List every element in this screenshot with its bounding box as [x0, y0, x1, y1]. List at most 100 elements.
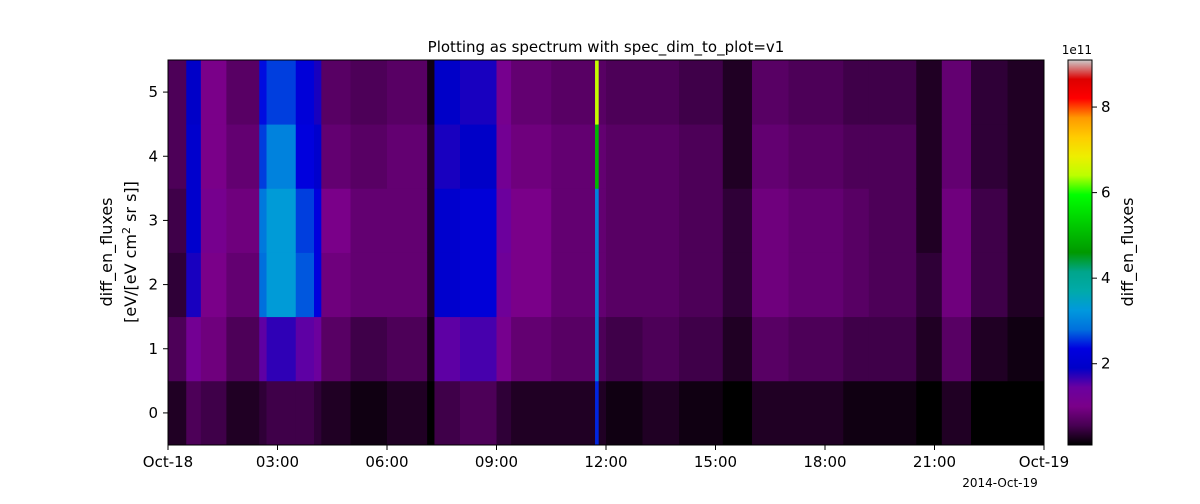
heatmap-cell [186, 60, 202, 125]
heatmap-cell [1007, 60, 1045, 125]
heatmap-cell [266, 316, 297, 382]
heatmap-cell [752, 124, 789, 189]
colorbar-multiplier: 1e11 [1062, 43, 1092, 57]
heatmap-cell [226, 252, 260, 318]
heatmap-cell [941, 316, 972, 382]
heatmap-cell [427, 380, 435, 446]
heatmap-cell [606, 188, 643, 253]
heatmap-cell [350, 60, 388, 125]
heatmap-cell [496, 124, 512, 189]
y-tick-label: 0 [148, 404, 158, 422]
heatmap-cell [168, 316, 187, 382]
heatmap-cell [387, 124, 428, 189]
heatmap-cell [259, 60, 267, 125]
heatmap-cell [941, 188, 972, 253]
y-tick-label: 2 [148, 276, 158, 294]
heatmap-cell [511, 60, 552, 125]
heatmap-cell [321, 316, 351, 382]
y-axis-label-prefix: [eV/[eV cm [121, 234, 140, 323]
heatmap-cell [511, 380, 552, 446]
chart-title: Plotting as spectrum with spec_dim_to_pl… [428, 38, 785, 57]
heatmap-cell [843, 316, 870, 382]
heatmap-cell [752, 60, 789, 125]
heatmap-cell [434, 316, 461, 382]
heatmap-cell [971, 60, 1008, 125]
heatmap-cell [843, 124, 870, 189]
heatmap-cell [1007, 316, 1045, 382]
heatmap-cell [226, 316, 260, 382]
heatmap-cell [595, 316, 600, 382]
heatmap-cell [916, 188, 943, 253]
y-axis: 0 1 2 3 4 5 [148, 83, 168, 422]
heatmap-cell [427, 60, 435, 125]
heatmap-cell [788, 124, 844, 189]
x-tick-label: 18:00 [803, 453, 846, 471]
heatmap-cell [598, 316, 607, 382]
heatmap-cell [1007, 124, 1045, 189]
heatmap-cell [314, 380, 322, 446]
heatmap-cell [434, 60, 461, 125]
colorbar-ticks: 2 4 6 8 [1092, 98, 1111, 373]
colorbar-tick-label: 8 [1101, 98, 1111, 116]
heatmap-cell [321, 380, 351, 446]
heatmap-cell [460, 380, 497, 446]
heatmap-cell [511, 124, 552, 189]
heatmap-cell [679, 188, 724, 253]
heatmap-cell [642, 252, 680, 318]
heatmap-cell [186, 316, 202, 382]
heatmap-cell [843, 60, 870, 125]
heatmap-cell [314, 252, 322, 318]
x-date-label: 2014-Oct-19 [962, 476, 1038, 490]
heatmap-cell [722, 316, 753, 382]
y-tick-label: 5 [148, 83, 158, 101]
heatmap-cell [427, 188, 435, 253]
colorbar-label: diff_en_fluxes [1118, 198, 1138, 307]
heatmap-cell [496, 60, 512, 125]
heatmap-cell [295, 60, 315, 125]
heatmap-cell [434, 252, 461, 318]
x-tick-label: 09:00 [475, 453, 518, 471]
heatmap-cell [434, 380, 461, 446]
heatmap-cell [314, 60, 322, 125]
heatmap-cell [321, 188, 351, 253]
heatmap-cell [350, 188, 388, 253]
heatmap-cell [266, 380, 297, 446]
heatmap-cell [788, 252, 844, 318]
heatmap-cell [200, 188, 227, 253]
heatmap-cell [916, 380, 943, 446]
heatmap-cell [752, 380, 789, 446]
heatmap-cell [427, 252, 435, 318]
heatmap-cell [266, 60, 297, 125]
heatmap-cell [606, 124, 643, 189]
heatmap-cell [460, 252, 497, 318]
heatmap-cell [259, 252, 267, 318]
heatmap-cell [168, 60, 187, 125]
heatmap-cell [642, 60, 680, 125]
heatmap-cell [266, 252, 297, 318]
colorbar-tick-label: 2 [1101, 355, 1111, 373]
heatmap-cell [460, 60, 497, 125]
heatmap-cell [314, 316, 322, 382]
heatmap-cell [295, 188, 315, 253]
heatmap-cells [168, 60, 1045, 446]
heatmap-cell [551, 380, 596, 446]
heatmap-cell [606, 252, 643, 318]
y-tick-label: 1 [148, 340, 158, 358]
heatmap-cell [427, 316, 435, 382]
heatmap-cell [868, 188, 917, 253]
heatmap-cell [321, 60, 351, 125]
heatmap-cell [1007, 380, 1045, 446]
heatmap-cell [551, 188, 596, 253]
heatmap-cell [387, 316, 428, 382]
heatmap-cell [496, 380, 512, 446]
heatmap-cell [168, 124, 187, 189]
heatmap-cell [551, 252, 596, 318]
heatmap-cell [350, 380, 388, 446]
heatmap-cell [722, 252, 753, 318]
heatmap-cell [427, 124, 435, 189]
heatmap-cell [496, 316, 512, 382]
heatmap-cell [200, 380, 227, 446]
heatmap-cell [511, 188, 552, 253]
heatmap-cell [168, 252, 187, 318]
